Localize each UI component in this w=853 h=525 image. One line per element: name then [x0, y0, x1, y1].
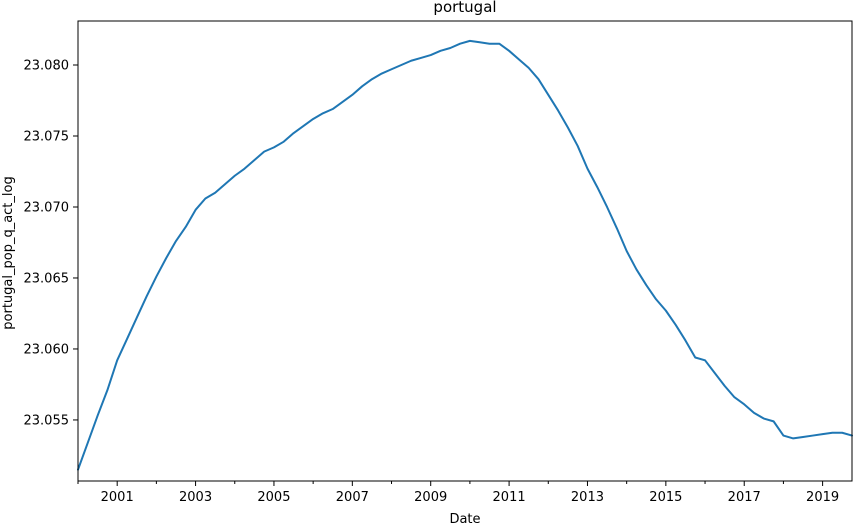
- x-tick-label: 2005: [257, 490, 290, 505]
- x-tick-label: 2015: [649, 490, 682, 505]
- chart-title: portugal: [433, 0, 496, 16]
- x-axis-label: Date: [449, 512, 480, 525]
- y-tick-label: 23.055: [24, 413, 70, 428]
- x-tick-label: 2001: [101, 490, 134, 505]
- x-tick-label: 2003: [179, 490, 212, 505]
- y-tick-label: 23.070: [24, 200, 70, 215]
- plot-frame: [77, 20, 853, 482]
- x-tick-label: 2013: [571, 490, 604, 505]
- y-tick-label: 23.080: [24, 59, 70, 74]
- y-tick-label: 23.065: [24, 271, 70, 286]
- x-tick-label: 2007: [336, 490, 369, 505]
- x-axis-ticks: 2001 2003 2005 2007 2009 2011 2013 2015 2017 2019: [77, 481, 839, 505]
- y-axis-ticks: 23.055 23.060 23.065 23.070 23.075 23.080: [24, 59, 78, 428]
- y-axis-label: portugal_pop_q_act_log: [1, 176, 16, 329]
- y-tick-label: 23.075: [24, 130, 70, 145]
- y-tick-label: 23.060: [24, 342, 70, 357]
- x-tick-label: 2017: [728, 490, 761, 505]
- x-tick-label: 2019: [806, 490, 839, 505]
- series-line-0: [77, 39, 853, 471]
- x-tick-label: 2011: [493, 490, 526, 505]
- series-layer: [77, 39, 853, 471]
- x-tick-label: 2009: [414, 490, 447, 505]
